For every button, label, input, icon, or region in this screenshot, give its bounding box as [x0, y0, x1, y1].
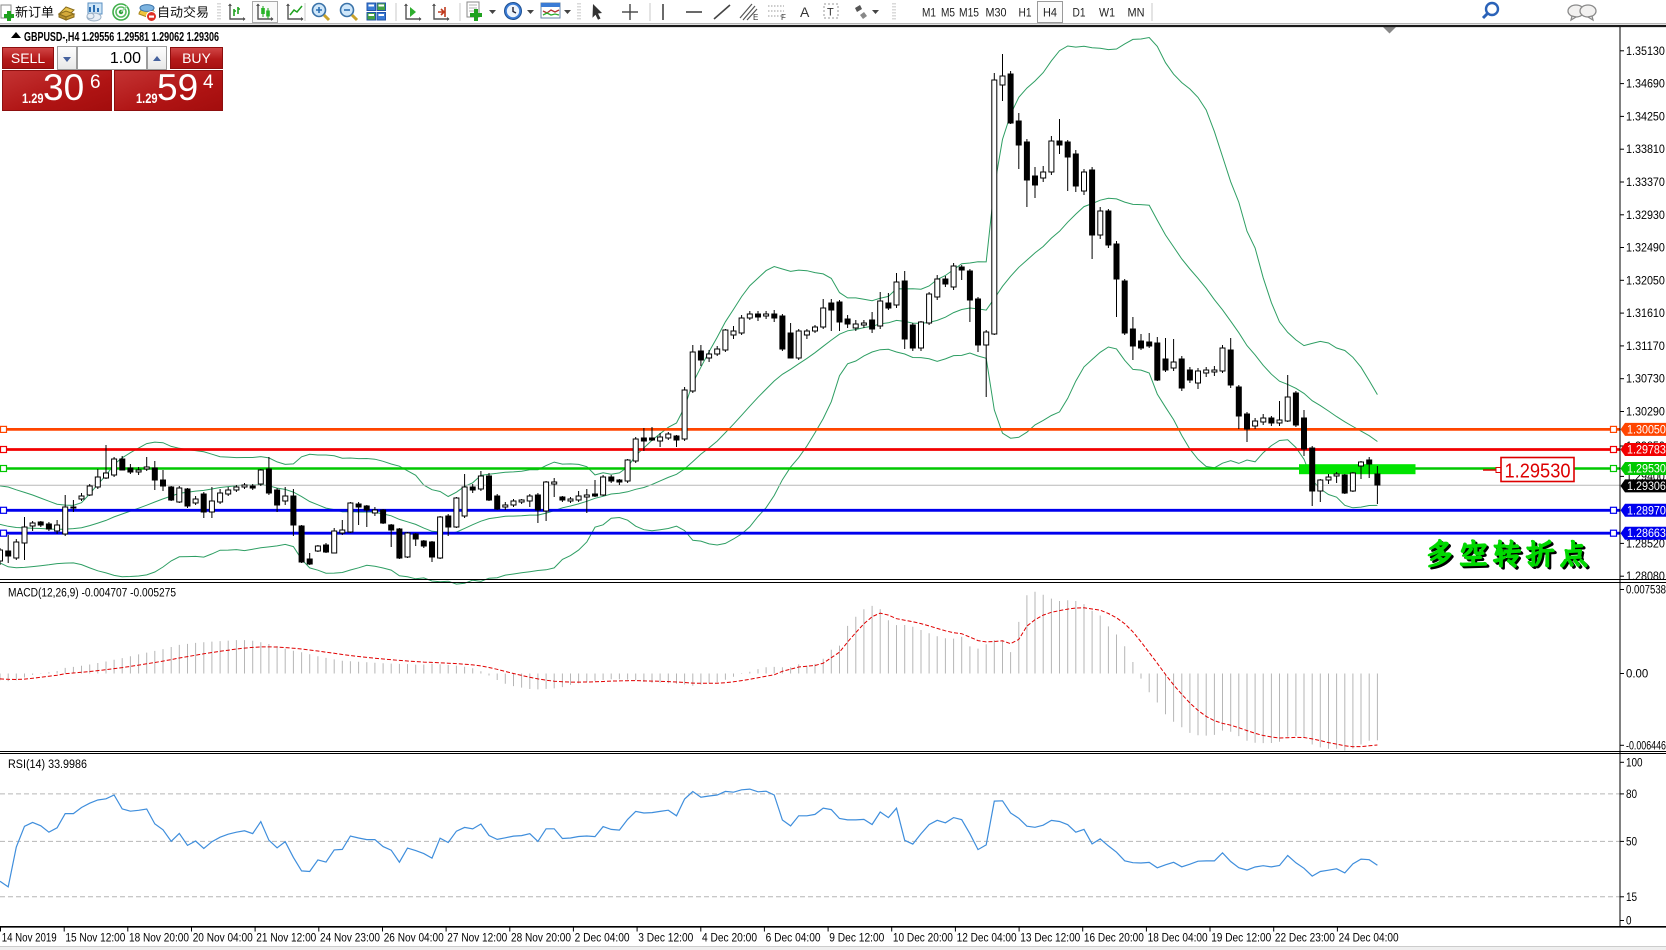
svg-text:0: 0 [1626, 914, 1632, 928]
svg-text:F: F [781, 13, 786, 22]
svg-text:16 Dec 20:00: 16 Dec 20:00 [1084, 933, 1144, 945]
svg-text:1.30050: 1.30050 [1627, 422, 1666, 436]
svg-text:RSI(14) 33.9986: RSI(14) 33.9986 [8, 759, 87, 771]
svg-text:18 Nov 20:00: 18 Nov 20:00 [129, 933, 189, 945]
svg-text:28 Nov 20:00: 28 Nov 20:00 [511, 933, 571, 945]
svg-text:T: T [827, 7, 834, 19]
svg-text:1.29530: 1.29530 [1505, 461, 1571, 483]
svg-text:22 Dec 23:00: 22 Dec 23:00 [1275, 933, 1335, 945]
svg-text:W1: W1 [1099, 6, 1115, 20]
svg-text:1.28663: 1.28663 [1627, 526, 1666, 540]
svg-text:M30: M30 [986, 6, 1007, 20]
svg-text:A: A [800, 4, 810, 20]
svg-text:E: E [753, 13, 758, 22]
svg-text:2 Dec 04:00: 2 Dec 04:00 [575, 933, 630, 945]
svg-text:6 Dec 04:00: 6 Dec 04:00 [766, 933, 821, 945]
svg-text:3 Dec 12:00: 3 Dec 12:00 [638, 933, 693, 945]
svg-text:1.28080: 1.28080 [1626, 569, 1665, 583]
svg-text:1.32930: 1.32930 [1626, 208, 1665, 222]
svg-text:1.29783: 1.29783 [1627, 443, 1666, 457]
svg-text:26 Nov 04:00: 26 Nov 04:00 [384, 933, 444, 945]
svg-text:H4: H4 [1043, 6, 1057, 20]
svg-text:1.35130: 1.35130 [1626, 44, 1665, 58]
svg-text:1.29530: 1.29530 [1627, 462, 1666, 476]
svg-text:13 Dec 12:00: 13 Dec 12:00 [1020, 933, 1080, 945]
svg-text:0.00: 0.00 [1626, 667, 1648, 681]
svg-text:-0.006446: -0.006446 [1626, 738, 1666, 752]
svg-text:10 Dec 20:00: 10 Dec 20:00 [893, 933, 953, 945]
svg-text:1.33370: 1.33370 [1626, 175, 1665, 189]
svg-text:MACD(12,26,9) -0.004707 -0.005: MACD(12,26,9) -0.004707 -0.005275 [8, 588, 176, 600]
svg-text:1.31170: 1.31170 [1626, 339, 1665, 353]
svg-text:24 Nov 23:00: 24 Nov 23:00 [320, 933, 380, 945]
svg-text:1.32490: 1.32490 [1626, 241, 1665, 255]
svg-text:1.28970: 1.28970 [1627, 503, 1666, 517]
svg-text:1.34690: 1.34690 [1626, 77, 1665, 91]
svg-text:1.33810: 1.33810 [1626, 142, 1665, 156]
svg-text:19 Dec 12:00: 19 Dec 12:00 [1211, 933, 1271, 945]
svg-text:27 Nov 12:00: 27 Nov 12:00 [447, 933, 507, 945]
svg-text:M5: M5 [941, 6, 955, 20]
svg-text:MN: MN [1128, 6, 1145, 20]
svg-text:D1: D1 [1073, 6, 1086, 20]
svg-text:24 Dec 04:00: 24 Dec 04:00 [1339, 933, 1399, 945]
svg-text:H1: H1 [1019, 6, 1032, 20]
svg-text:1.28520: 1.28520 [1626, 536, 1665, 550]
svg-text:50: 50 [1626, 834, 1637, 848]
svg-text:1.30290: 1.30290 [1626, 405, 1665, 419]
svg-text:100: 100 [1626, 755, 1643, 769]
svg-text:1.32050: 1.32050 [1626, 273, 1665, 287]
svg-text:M15: M15 [959, 6, 979, 20]
svg-text:14 Nov 2019: 14 Nov 2019 [2, 933, 57, 945]
svg-text:15 Nov 12:00: 15 Nov 12:00 [65, 933, 125, 945]
svg-text:1.34250: 1.34250 [1626, 109, 1665, 123]
svg-text:1.31610: 1.31610 [1626, 306, 1665, 320]
svg-text:1.30730: 1.30730 [1626, 372, 1665, 386]
svg-text:15: 15 [1626, 890, 1637, 904]
svg-text:4 Dec 20:00: 4 Dec 20:00 [702, 933, 757, 945]
svg-text:M1: M1 [922, 6, 936, 20]
svg-text:GBPUSD-,H4 1.29556 1.29581 1.: GBPUSD-,H4 1.29556 1.29581 1.29062 1.293… [24, 30, 219, 44]
svg-text:18 Dec 04:00: 18 Dec 04:00 [1148, 933, 1208, 945]
svg-text:1.29306: 1.29306 [1627, 479, 1666, 493]
svg-text:0.007538: 0.007538 [1626, 583, 1666, 597]
svg-text:12 Dec 04:00: 12 Dec 04:00 [957, 933, 1017, 945]
svg-text:21 Nov 12:00: 21 Nov 12:00 [256, 933, 316, 945]
svg-text:20 Nov 04:00: 20 Nov 04:00 [193, 933, 253, 945]
svg-text:80: 80 [1626, 787, 1637, 801]
svg-text:9 Dec 12:00: 9 Dec 12:00 [829, 933, 884, 945]
